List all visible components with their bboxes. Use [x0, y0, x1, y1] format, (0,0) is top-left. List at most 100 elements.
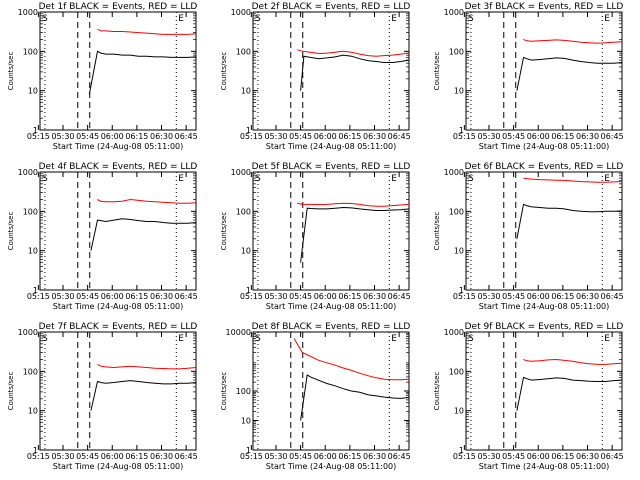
y-axis-label: Counts/sec — [7, 52, 15, 91]
x-axis-label: Start Time (24-Aug-08 05:11:00) — [53, 142, 184, 151]
x-tick-label: 06:15 — [338, 292, 361, 301]
y-tick-label: 10 — [28, 407, 38, 416]
events-series-line — [300, 206, 410, 263]
start-marker-label: S — [468, 174, 474, 184]
x-tick-label: 05:45 — [76, 452, 99, 461]
x-tick-label: 06:30 — [576, 292, 599, 301]
plot-frame — [39, 331, 197, 451]
y-axis-label: Counts/sec — [7, 212, 15, 251]
x-tick-label: 06:15 — [125, 292, 148, 301]
x-tick-label: 05:45 — [502, 452, 525, 461]
end-marker-label: E — [391, 174, 397, 184]
y-tick-label: 10000 — [226, 328, 251, 337]
x-tick-label: 05:45 — [502, 292, 525, 301]
events-series-line — [516, 56, 623, 91]
x-tick-label: 05:15 — [27, 292, 50, 301]
y-tick-label: 10 — [28, 247, 38, 256]
detector-panel: Det 6f BLACK = Events, RED = LLD Counts/s… — [433, 162, 624, 311]
events-series-line — [90, 380, 197, 411]
y-tick-label: 10 — [454, 247, 464, 256]
x-tick-label: 06:00 — [527, 452, 550, 461]
events-series-line — [300, 374, 410, 421]
events-series-line — [88, 50, 197, 95]
lld-series-line — [97, 198, 197, 204]
x-tick-label: 05:30 — [477, 452, 500, 461]
x-tick-label: 05:30 — [264, 292, 287, 301]
x-tick-label: 05:30 — [477, 292, 500, 301]
x-tick-label: 06:00 — [314, 292, 337, 301]
x-tick-label: 06:45 — [175, 132, 198, 141]
plot-title: Det 9f BLACK = Events, RED = LLD — [465, 322, 624, 332]
y-tick-label: 1 — [459, 446, 464, 455]
x-tick-label: 06:00 — [101, 452, 124, 461]
y-axis-label: Counts/sec — [220, 372, 228, 411]
y-tick-label: 1 — [246, 126, 251, 135]
x-tick-label: 06:30 — [150, 292, 173, 301]
x-tick-label: 06:15 — [551, 292, 574, 301]
plot-frame — [39, 171, 197, 291]
y-tick-label: 1000 — [444, 168, 464, 177]
y-axis-label: Counts/sec — [7, 372, 15, 411]
x-tick-label: 06:45 — [388, 452, 411, 461]
end-marker-label: E — [178, 14, 184, 24]
y-tick-label: 10 — [28, 87, 38, 96]
x-tick-label: 06:30 — [150, 452, 173, 461]
y-axis-label: Counts/sec — [433, 372, 441, 411]
plot-title: Det 6f BLACK = Events, RED = LLD — [465, 162, 624, 172]
x-tick-label: 05:45 — [289, 132, 312, 141]
x-axis-label: Start Time (24-Aug-08 05:11:00) — [479, 302, 610, 311]
plot-title: Det 7f BLACK = Events, RED = LLD — [39, 322, 198, 332]
y-tick-label: 1 — [246, 286, 251, 295]
x-tick-label: 05:30 — [264, 452, 287, 461]
x-tick-label: 06:45 — [601, 132, 624, 141]
x-tick-label: 06:15 — [551, 132, 574, 141]
end-marker-label: E — [391, 14, 397, 24]
x-tick-label: 05:30 — [51, 452, 74, 461]
y-tick-label: 100 — [23, 47, 38, 56]
plot-title: Det 2f BLACK = Events, RED = LLD — [252, 2, 411, 12]
end-marker-label: E — [604, 334, 610, 344]
plot-title: Det 5f BLACK = Events, RED = LLD — [252, 162, 411, 172]
start-marker-label: S — [42, 14, 48, 24]
x-tick-label: 06:15 — [125, 132, 148, 141]
y-tick-label: 1000 — [231, 8, 251, 17]
detector-panel: Det 8f BLACK = Events, RED = LLD Counts/s… — [220, 322, 411, 471]
x-tick-label: 06:45 — [388, 132, 411, 141]
plot-frame — [465, 331, 623, 451]
x-tick-label: 05:15 — [240, 132, 263, 141]
y-tick-label: 100 — [449, 367, 464, 376]
lld-series-line — [523, 39, 623, 44]
x-tick-label: 05:30 — [264, 132, 287, 141]
lld-series-line — [97, 28, 197, 35]
y-tick-label: 1000 — [18, 328, 38, 337]
end-marker-label: E — [178, 174, 184, 184]
y-tick-label: 100 — [449, 47, 464, 56]
start-marker-label: S — [42, 334, 48, 344]
y-tick-label: 1 — [33, 126, 38, 135]
y-tick-label: 1 — [33, 446, 38, 455]
x-tick-label: 06:45 — [601, 292, 624, 301]
lld-series-line — [523, 177, 623, 183]
y-tick-label: 10 — [454, 87, 464, 96]
detector-panel: Det 3f BLACK = Events, RED = LLD Counts/s… — [433, 2, 624, 151]
y-tick-label: 100 — [449, 207, 464, 216]
x-tick-label: 06:45 — [388, 292, 411, 301]
x-tick-label: 05:45 — [76, 132, 99, 141]
x-axis-label: Start Time (24-Aug-08 05:11:00) — [266, 462, 397, 471]
y-tick-label: 100 — [236, 207, 251, 216]
y-tick-label: 1000 — [18, 168, 38, 177]
y-tick-label: 1 — [246, 446, 251, 455]
x-tick-label: 05:45 — [289, 452, 312, 461]
y-tick-label: 1 — [33, 286, 38, 295]
x-tick-label: 06:45 — [175, 292, 198, 301]
events-series-line — [300, 54, 410, 91]
y-tick-label: 1000 — [18, 8, 38, 17]
x-axis-label: Start Time (24-Aug-08 05:11:00) — [53, 302, 184, 311]
lld-series-line — [297, 202, 410, 207]
plot-title: Det 1f BLACK = Events, RED = LLD — [39, 2, 198, 12]
y-tick-label: 1000 — [444, 328, 464, 337]
events-series-line — [516, 376, 623, 411]
events-series-line — [90, 218, 197, 251]
